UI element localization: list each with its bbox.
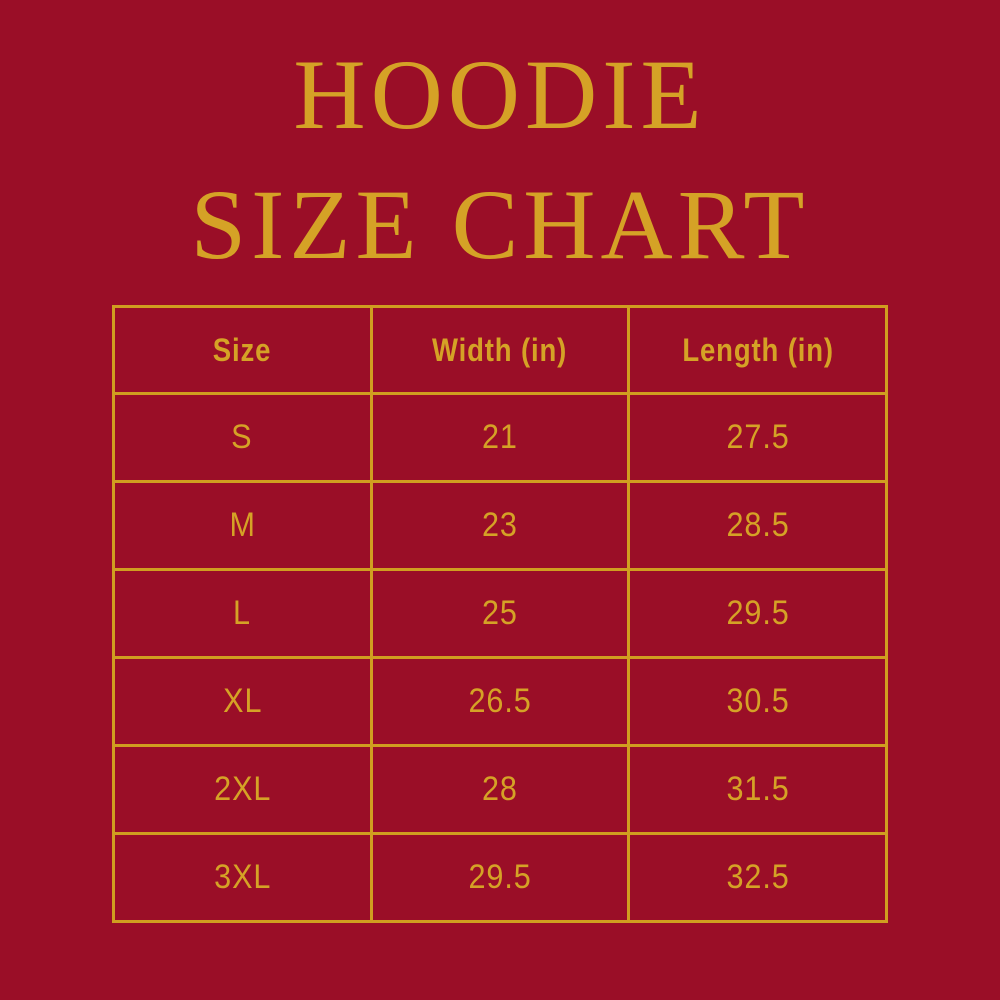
width-value: 26.5 — [468, 682, 532, 720]
cell-size: XL — [112, 656, 373, 747]
cell-length: 29.5 — [627, 568, 888, 659]
size-value: M — [229, 506, 256, 544]
table-header-row: Size Width (in) Length (in) — [112, 305, 888, 395]
table-row: M 23 28.5 — [112, 480, 888, 571]
size-value: S — [231, 418, 253, 456]
cell-width: 28 — [369, 744, 631, 835]
table-row: S 21 27.5 — [112, 392, 888, 483]
size-chart-table: Size Width (in) Length (in) S 21 27.5 M … — [112, 305, 888, 923]
page-title: HOODIE SIZE CHART — [0, 0, 1000, 290]
size-value: XL — [222, 682, 262, 720]
length-value: 30.5 — [726, 682, 790, 720]
width-value: 23 — [482, 506, 518, 544]
length-value: 32.5 — [726, 858, 790, 896]
cell-width: 25 — [369, 568, 631, 659]
size-value: 2XL — [213, 770, 271, 808]
cell-length: 28.5 — [627, 480, 888, 571]
width-value: 25 — [482, 594, 518, 632]
header-label-width: Width (in) — [432, 331, 568, 368]
table-row: 3XL 29.5 32.5 — [112, 832, 888, 923]
length-value: 31.5 — [726, 770, 790, 808]
length-value: 27.5 — [726, 418, 790, 456]
length-value: 29.5 — [726, 594, 790, 632]
table-row: 2XL 28 31.5 — [112, 744, 888, 835]
cell-size: M — [112, 480, 373, 571]
table-row: XL 26.5 30.5 — [112, 656, 888, 747]
width-value: 28 — [482, 770, 518, 808]
cell-size: S — [112, 392, 373, 483]
width-value: 29.5 — [468, 858, 532, 896]
cell-length: 32.5 — [627, 832, 888, 923]
header-cell-size: Size — [112, 305, 373, 395]
width-value: 21 — [482, 418, 518, 456]
header-cell-width: Width (in) — [369, 305, 631, 395]
title-line-2: SIZE CHART — [190, 169, 810, 280]
cell-size: 3XL — [112, 832, 373, 923]
cell-size: 2XL — [112, 744, 373, 835]
cell-size: L — [112, 568, 373, 659]
title-line-1: HOODIE — [293, 39, 707, 150]
length-value: 28.5 — [726, 506, 790, 544]
cell-width: 21 — [369, 392, 631, 483]
cell-length: 27.5 — [627, 392, 888, 483]
cell-width: 29.5 — [369, 832, 631, 923]
cell-width: 23 — [369, 480, 631, 571]
header-cell-length: Length (in) — [627, 305, 888, 395]
cell-length: 31.5 — [627, 744, 888, 835]
size-value: L — [233, 594, 252, 632]
size-value: 3XL — [213, 858, 271, 896]
table-row: L 25 29.5 — [112, 568, 888, 659]
header-label-length: Length (in) — [681, 331, 834, 368]
cell-length: 30.5 — [627, 656, 888, 747]
cell-width: 26.5 — [369, 656, 631, 747]
header-label-size: Size — [213, 331, 272, 368]
